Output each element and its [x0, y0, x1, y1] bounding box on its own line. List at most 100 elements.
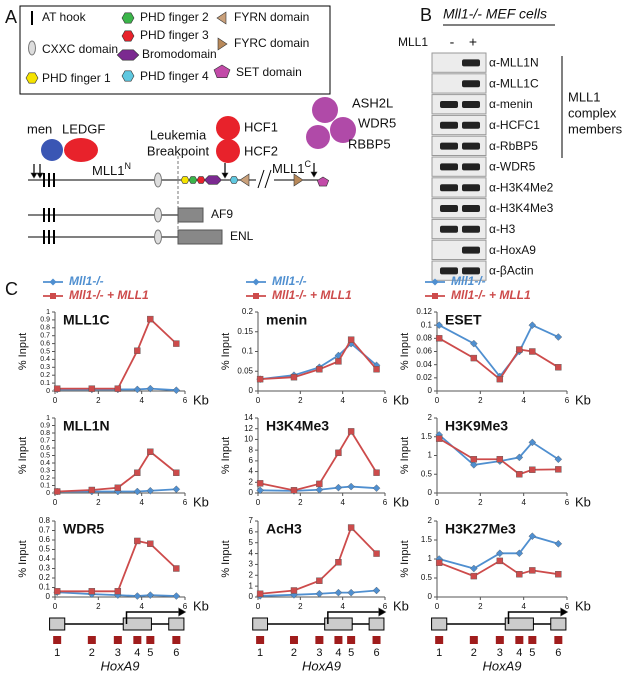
y-tick-label: 0.5 — [40, 452, 50, 459]
domain-icon — [25, 72, 39, 84]
legend-marker — [431, 278, 439, 286]
domain-icon — [116, 49, 140, 61]
x-tick-label: 4 — [139, 602, 144, 611]
data-point — [53, 385, 61, 392]
series-line — [260, 342, 378, 381]
series-line — [438, 535, 559, 570]
data-point — [555, 466, 562, 473]
y-tick-label: 0.6 — [40, 445, 50, 452]
primer — [146, 636, 155, 644]
series-line — [57, 591, 177, 597]
y-tick-label: 0.5 — [421, 469, 433, 478]
y-tick-label: 1 — [428, 451, 433, 460]
x-tick-label: 4 — [340, 602, 345, 611]
blot-band — [440, 205, 458, 212]
y-tick-label: 0 — [46, 388, 50, 395]
data-point — [496, 557, 504, 565]
y-tick-label: 0.12 — [416, 307, 432, 316]
exon — [252, 617, 269, 631]
data-point — [88, 588, 96, 595]
y-tick-label: 0.6 — [39, 535, 51, 544]
primer-label: 3 — [316, 647, 322, 659]
legend-marker — [432, 293, 438, 299]
chart-title: AcH3 — [266, 521, 302, 537]
cxxc-icon — [154, 172, 162, 188]
y-tick-label: 0.8 — [40, 430, 50, 437]
data-point — [470, 572, 478, 580]
data-point — [528, 321, 537, 329]
data-point — [316, 366, 323, 373]
y-tick-label: 0.08 — [416, 333, 432, 342]
y-tick-label: 0.2 — [40, 372, 50, 379]
blot-band — [462, 101, 480, 108]
cxxc-icon — [28, 40, 36, 56]
x-tick-label: 6 — [565, 498, 570, 507]
exon — [368, 617, 385, 631]
blot-band — [440, 142, 458, 150]
series-line — [57, 450, 177, 493]
exon — [550, 617, 567, 631]
x-axis-label: Kb — [193, 598, 209, 613]
x-tick-label: 4 — [139, 396, 144, 405]
label: ENL — [230, 229, 254, 243]
primer — [515, 636, 524, 644]
y-tick-label: 2 — [249, 570, 254, 579]
y-tick-label: 0.1 — [39, 583, 51, 592]
blot-strip — [431, 218, 487, 240]
primer — [315, 636, 324, 644]
y-tick-label: 0.1 — [242, 347, 254, 356]
label: MLL1 — [398, 35, 428, 49]
blot-band — [440, 225, 458, 233]
primer — [372, 636, 381, 644]
data-point — [516, 571, 523, 578]
tss-arrow — [125, 611, 181, 624]
data-point — [147, 448, 154, 455]
data-point — [133, 385, 142, 394]
data-point — [516, 471, 523, 478]
y-tick-label: 0.06 — [416, 347, 432, 356]
blot-band — [462, 80, 480, 88]
x-axis-label: Kb — [575, 494, 591, 509]
domain-icon — [121, 30, 135, 42]
legend-label: Mll1-/- — [69, 274, 104, 288]
legend-label: Mll1-/- + MLL1 — [272, 288, 352, 302]
blot-band — [440, 184, 458, 192]
data-point — [133, 487, 142, 496]
legend-label: PHD finger 1 — [42, 71, 111, 85]
series-line — [260, 525, 378, 595]
data-point — [554, 333, 563, 341]
label: ASH2L — [352, 95, 393, 110]
x-tick-label: 6 — [183, 602, 188, 611]
protein-complex — [312, 97, 338, 123]
y-tick-label: 4 — [249, 549, 254, 558]
primer-label: 1 — [257, 647, 263, 659]
data-point — [529, 466, 536, 473]
legend-label: Mll1-/- + MLL1 — [69, 288, 149, 302]
primer-label: 3 — [497, 647, 503, 659]
series-line — [57, 317, 177, 390]
x-tick-label: 6 — [383, 396, 388, 405]
y-tick-label: 10 — [244, 435, 253, 444]
series-line — [438, 559, 559, 578]
data-point — [335, 449, 342, 457]
data-point — [256, 486, 264, 495]
data-point — [373, 366, 380, 373]
data-point — [515, 549, 524, 558]
blot-band — [462, 184, 480, 192]
y-tick-label: 0.5 — [39, 545, 51, 554]
y-tick-label: 0.8 — [39, 516, 51, 525]
y-tick-label: 2 — [428, 413, 433, 422]
y-tick-label: 0.5 — [40, 348, 50, 355]
legend-label: FYRC domain — [234, 36, 309, 50]
blot-title: Mll1-/- MEF cells — [443, 6, 547, 22]
exon — [122, 617, 152, 631]
data-point — [496, 549, 504, 558]
legend-label: Mll1-/- — [451, 274, 486, 288]
arrow-head — [560, 607, 569, 617]
y-tick-label: 0.02 — [416, 373, 432, 382]
arrow-head — [36, 172, 44, 179]
data-point — [555, 571, 562, 578]
gene-label: HoxA9 — [100, 658, 139, 673]
legend-label: AT hook — [42, 10, 87, 24]
primer — [113, 636, 122, 644]
